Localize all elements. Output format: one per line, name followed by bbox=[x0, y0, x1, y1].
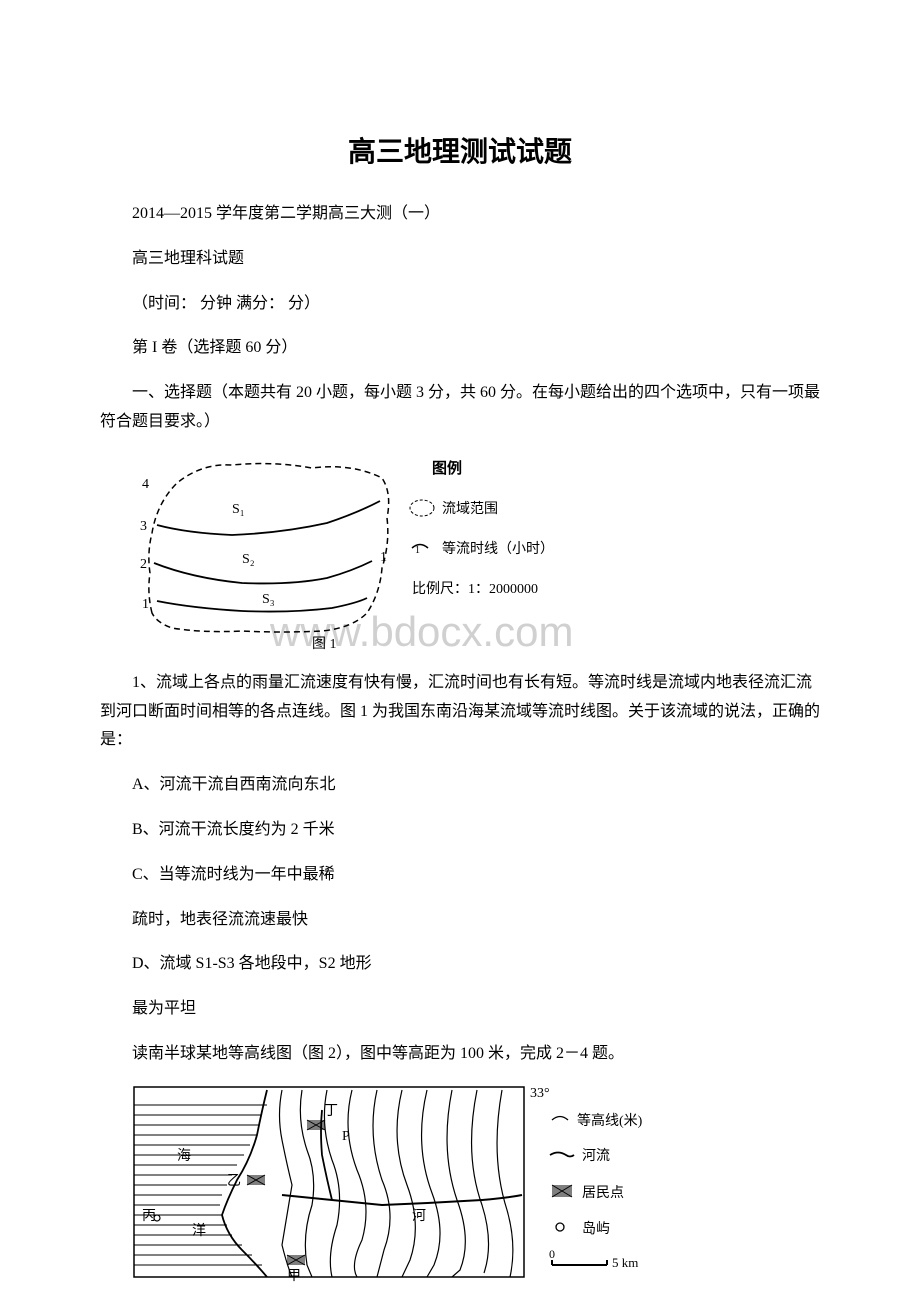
legend-basin-icon bbox=[410, 500, 434, 516]
legend-river-icon bbox=[550, 1152, 574, 1156]
exam-period: 2014—2015 学年度第二学期高三大测（一） bbox=[100, 200, 820, 229]
q1-option-c2: 疏时，地表径流流速最快 bbox=[100, 906, 820, 935]
tick-1a: 1 bbox=[142, 597, 149, 612]
time-score-line: （时间： 分钟 满分： 分） bbox=[100, 290, 820, 319]
label-yi: 乙 bbox=[227, 1173, 241, 1189]
zone-s3: S₃ bbox=[262, 592, 275, 607]
q1-option-b: B、河流干流长度约为 2 千米 bbox=[100, 816, 820, 845]
scale-zero: 0 bbox=[549, 1247, 555, 1261]
river bbox=[282, 1195, 522, 1205]
q1-option-d: D、流域 S1-S3 各地段中，S2 地形 bbox=[100, 950, 820, 979]
legend-basin: 流域范围 bbox=[442, 500, 498, 517]
figure-1: 4 3 2 1 1 S₁ S₂ S₃ 图例 流域范围 1 等流时线（小时） 比例… bbox=[100, 453, 820, 653]
label-jia: 甲 bbox=[287, 1269, 301, 1284]
legend-contour: 等高线(米) bbox=[577, 1112, 643, 1129]
tick-4: 4 bbox=[142, 477, 149, 492]
subject-line: 高三地理科试题 bbox=[100, 245, 820, 274]
legend-title: 图例 bbox=[432, 459, 462, 477]
isochrone-3 bbox=[157, 501, 380, 535]
label-sea: 海 bbox=[177, 1148, 191, 1164]
q1-stem: 1、流域上各点的雨量汇流速度有快有慢，汇流时间也有长有短。等流时线是流域内地表径… bbox=[100, 669, 820, 755]
legend-settlement: 居民点 bbox=[582, 1185, 624, 1201]
figure1-caption: 图 1 bbox=[312, 637, 337, 652]
label-ocean: 洋 bbox=[192, 1223, 206, 1239]
tick-3: 3 bbox=[140, 519, 147, 534]
q2-intro: 读南半球某地等高线图（图 2），图中等高距为 100 米，完成 2－4 题。 bbox=[100, 1040, 820, 1069]
legend-isochrone: 等流时线（小时） bbox=[442, 540, 552, 557]
legend-isochrone-num: 1 bbox=[415, 545, 420, 556]
instructions: 一、选择题（本题共有 20 小题，每小题 3 分，共 60 分。在每小题给出的四… bbox=[100, 379, 820, 437]
legend-river: 河流 bbox=[582, 1148, 610, 1164]
contour-lines bbox=[280, 1090, 513, 1277]
figure-2-svg: 丁 P 乙 海 丙 洋 甲 河 33° 等高线(米) 河流 居民点 岛屿 0 5… bbox=[132, 1085, 692, 1285]
section-line: 第 I 卷（选择题 60 分） bbox=[100, 334, 820, 363]
legend-island: 岛屿 bbox=[582, 1221, 610, 1237]
latitude: 33° bbox=[530, 1086, 550, 1101]
settlement-ding bbox=[307, 1120, 325, 1130]
settlement-yi bbox=[247, 1175, 265, 1185]
q1-option-c: C、当等流时线为一年中最稀 bbox=[100, 861, 820, 890]
isochrone-2 bbox=[154, 561, 372, 583]
document-title: 高三地理测试试题 bbox=[100, 130, 820, 170]
legend-island-icon bbox=[556, 1223, 564, 1231]
figure-2: 丁 P 乙 海 丙 洋 甲 河 33° 等高线(米) 河流 居民点 岛屿 0 5… bbox=[100, 1085, 820, 1290]
tick-1b: 1 bbox=[380, 550, 387, 565]
figure-1-svg: 4 3 2 1 1 S₁ S₂ S₃ 图例 流域范围 1 等流时线（小时） 比例… bbox=[132, 453, 552, 653]
zone-s1: S₁ bbox=[232, 502, 245, 517]
label-bing: 丙 bbox=[142, 1209, 156, 1224]
zone-s2: S₂ bbox=[242, 552, 255, 567]
q1-option-d2: 最为平坦 bbox=[100, 995, 820, 1024]
settlement-jia bbox=[287, 1255, 305, 1265]
legend-contour-icon bbox=[552, 1116, 568, 1120]
label-p: P bbox=[342, 1129, 350, 1144]
legend-scale: 比例尺：1：2000000 bbox=[412, 581, 538, 597]
tick-2: 2 bbox=[140, 557, 147, 572]
scale-label: 5 km bbox=[612, 1255, 638, 1270]
q1-option-a: A、河流干流自西南流向东北 bbox=[100, 771, 820, 800]
document-content: 高三地理测试试题 2014—2015 学年度第二学期高三大测（一） 高三地理科试… bbox=[100, 130, 820, 1290]
label-river: 河 bbox=[412, 1208, 426, 1224]
label-ding: 丁 bbox=[324, 1104, 338, 1119]
